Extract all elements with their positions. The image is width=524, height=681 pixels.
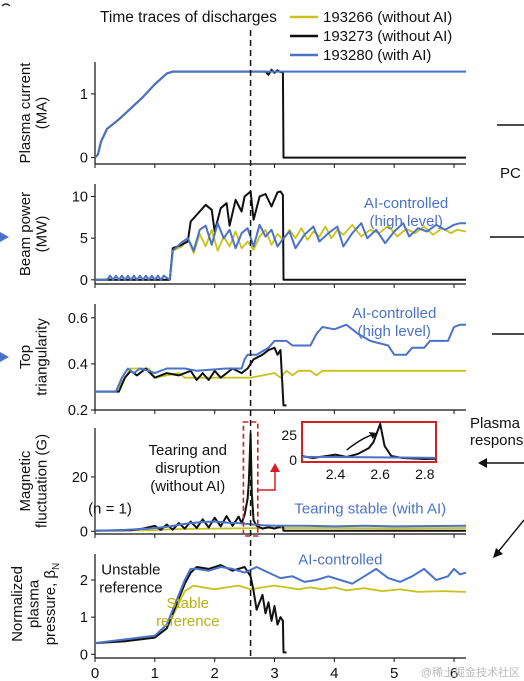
y-tick-label: 0: [80, 647, 88, 663]
inset-y-tick-label: 0: [289, 452, 297, 468]
figure-title: Time traces of discharges: [100, 9, 277, 26]
y-axis-label: Beam power(MW): [17, 192, 51, 276]
x-tick-label: 0: [91, 665, 99, 681]
y-tick-label: 0: [80, 273, 88, 289]
series-line-193280: [95, 323, 466, 393]
series-line-193280: [94, 70, 466, 159]
legend-entry: 193266 (without AI): [323, 9, 452, 26]
x-tick-label: 4: [330, 665, 338, 681]
annotation: Tearing and disruption (without AI): [149, 442, 227, 495]
y-axis-label: Normalizedplasmapressure, βN: [9, 563, 62, 646]
legend-entry: 193273 (without AI): [323, 28, 452, 45]
panel-top_triangularity: 0.2 0.4 0.6 Toptriangularity AI-controlled (h…: [17, 304, 466, 419]
side-blue-arrow: [0, 232, 9, 242]
series-line-193266: [94, 527, 467, 532]
y-tick-label: 0.6: [68, 311, 88, 327]
y-tick-label: 0: [80, 524, 88, 540]
y-tick-label: 10: [72, 190, 88, 206]
panel-beam_power: 0 5 10 Beam power(MW) AI-controlled (high lev…: [17, 184, 467, 289]
series-line-193273: [94, 432, 466, 532]
series-line-193280: [94, 566, 467, 645]
y-tick-label: 20: [72, 470, 88, 486]
corner-mark: [1, 3, 11, 7]
series-line-193266: [95, 223, 467, 281]
side-label-plasma-response: Plasma: [470, 415, 521, 432]
y-axis-label: Toptriangularity: [17, 318, 51, 396]
side-label-pcs: PC: [500, 165, 521, 182]
inset-frame: [301, 421, 437, 463]
y-tick-label: 1: [80, 610, 88, 626]
inset-series-line: [302, 455, 436, 459]
inset-arrow-head: [368, 432, 377, 439]
inset: 0 25 2.4 2.6 2.8: [281, 421, 437, 482]
side-arrow: [497, 519, 524, 553]
y-tick-label: 2: [80, 573, 88, 589]
side-blue-arrow: [0, 352, 9, 362]
y-tick-label: 0: [80, 151, 88, 167]
panel-normalized_pressure: 0 1 2 Normalizedplasmapressure, βN Unstable r…: [9, 551, 467, 663]
legend-entry: 193280 (with AI): [323, 47, 431, 64]
inset-y-tick-label: 25: [281, 427, 297, 443]
x-tick-label: 5: [390, 665, 398, 681]
y-tick-label: 0.4: [68, 357, 88, 373]
x-tick-label: 1: [151, 665, 159, 681]
y-axis-label: Magneticfluctuation (G): [17, 434, 51, 528]
annotation: Tearing stable (with AI): [294, 501, 446, 518]
inset-x-tick-label: 2.6: [370, 466, 390, 482]
series-line-193280: [95, 222, 466, 281]
series-line-193266: [94, 70, 466, 159]
x-tick-label: 3: [270, 665, 278, 681]
side-arrow-head: [493, 548, 503, 558]
series-line-193273: [95, 346, 287, 407]
annotation: AI-controlled (high level): [364, 195, 448, 230]
annotation: AI-controlled (high level): [352, 305, 436, 340]
series-line-193280: [94, 520, 467, 532]
y-axis-label: Plasma current(MA): [17, 62, 51, 164]
x-tick-label: 6: [450, 665, 458, 681]
watermark: @稀土掘金技术社区: [421, 665, 520, 679]
y-tick-label: 5: [80, 231, 88, 247]
panel-magnetic_fluctuation: 0 20 Magneticfluctuation (G) Tearing and dis…: [17, 421, 467, 540]
inset-x-tick-label: 2.4: [326, 466, 346, 482]
series-line-193266: [94, 584, 467, 644]
inset-x-tick-label: 2.8: [415, 466, 435, 482]
series-line-193273: [94, 68, 466, 159]
legend: Time traces of discharges 193266 (without…: [100, 9, 452, 64]
annotation: Stable reference: [156, 595, 219, 630]
zoom-connector-head: [270, 463, 280, 472]
x-tick-label: 2: [211, 665, 219, 681]
side-label-plasma-response: respons: [470, 432, 523, 449]
y-tick-label: 1: [80, 87, 88, 103]
series-line-193273: [94, 564, 287, 654]
annotation: Unstable reference: [99, 561, 162, 596]
y-tick-label: 0.2: [68, 403, 88, 419]
annotation: AI-controlled: [298, 551, 382, 568]
side-arrow-head: [478, 458, 487, 468]
panel-plasma_current: 0 1 Plasma current(MA): [17, 62, 466, 168]
annotation: (n = 1): [88, 501, 132, 518]
zoom-connector: [257, 470, 276, 491]
